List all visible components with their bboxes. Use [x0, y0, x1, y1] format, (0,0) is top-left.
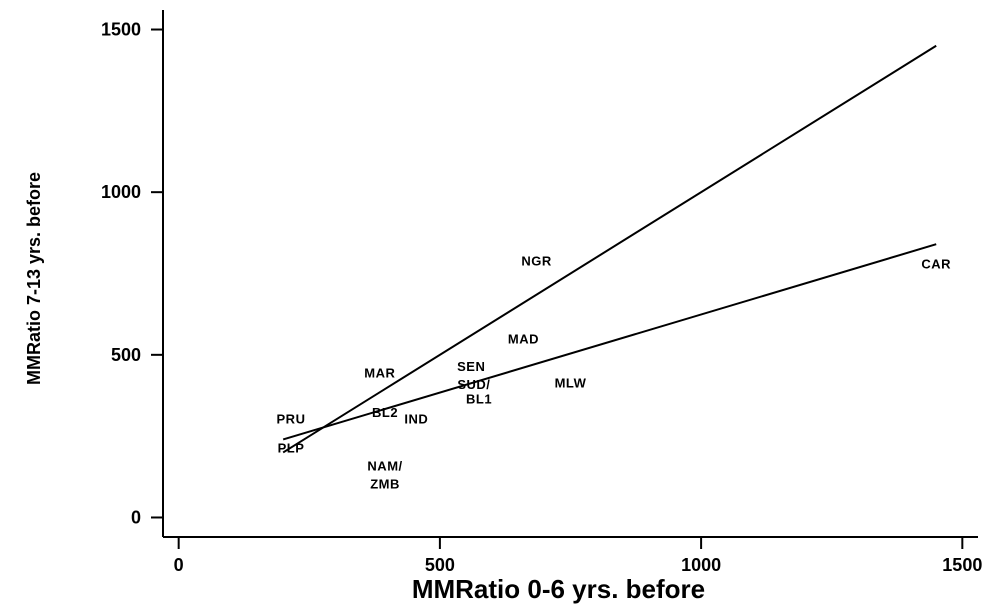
x-tick-label: 500: [425, 555, 455, 575]
axes: 0 500 1000 1500 0 500 1000 1500: [101, 10, 982, 575]
point-label-car: CAR: [921, 257, 951, 272]
x-tick-label: 1000: [681, 555, 721, 575]
reference-line-1: [282, 44, 937, 454]
point-label-bl1: BL1: [466, 392, 492, 407]
y-tick-label: 1500: [101, 20, 141, 40]
y-axis-title: MMRatio 7-13 yrs. before: [24, 172, 44, 385]
point-label-nam: NAM/: [367, 458, 402, 473]
y-tick-label: 0: [131, 507, 141, 527]
y-tick-label: 1000: [101, 182, 141, 202]
point-label-sen: SEN: [457, 359, 485, 374]
point-label-plp: PLP: [278, 441, 305, 456]
reference-line-2: [282, 243, 937, 441]
point-label-bl2: BL2: [372, 405, 398, 420]
point-label-mad: MAD: [508, 332, 539, 347]
point-label-ind: IND: [404, 411, 428, 426]
point-label-zmb: ZMB: [370, 476, 400, 491]
point-label-mar: MAR: [364, 366, 395, 381]
point-labels: NGR CAR MAD MAR SEN SUD/BL1 MLW PRU BL2 IND PLP NAM…: [277, 253, 951, 491]
y-tick-label: 500: [111, 345, 141, 365]
x-axis-title: MMRatio 0-6 yrs. before: [412, 574, 705, 604]
x-tick-label: 0: [174, 555, 184, 575]
x-tick-label: 1500: [942, 555, 982, 575]
point-label-sud: SUD/: [457, 377, 490, 392]
point-label-mlw: MLW: [555, 375, 587, 390]
point-label-pru: PRU: [277, 411, 306, 426]
point-label-ngr: NGR: [521, 253, 552, 268]
reference-lines: [282, 44, 937, 454]
